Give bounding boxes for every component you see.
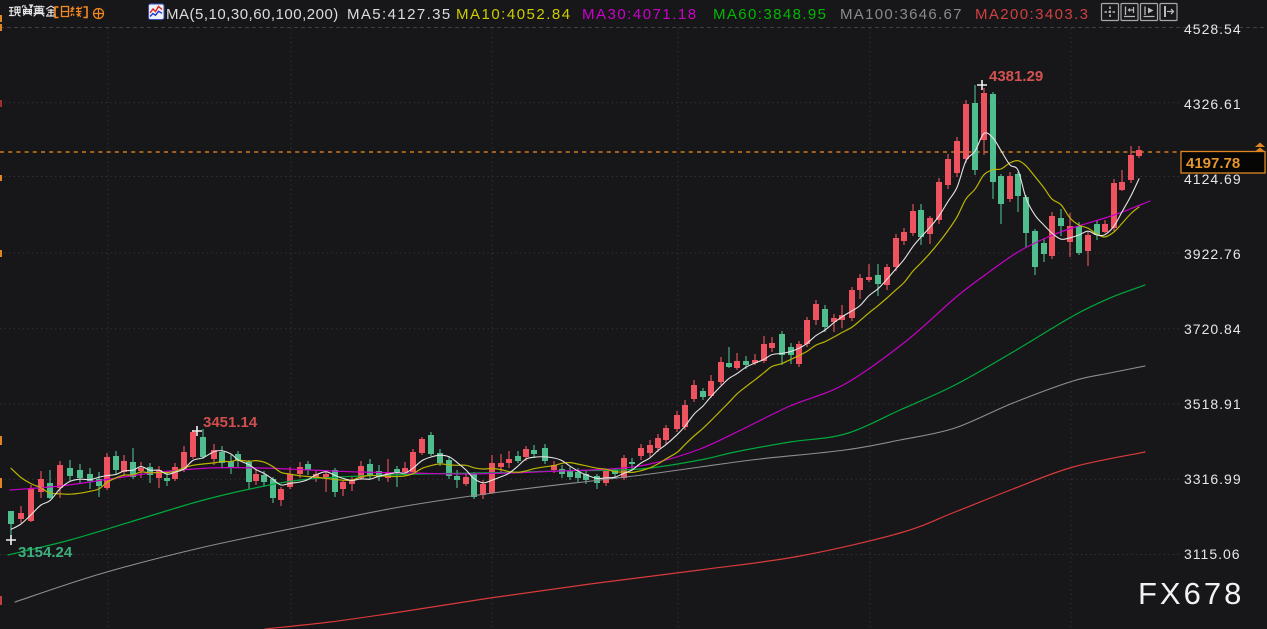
svg-text:4528.54: 4528.54 xyxy=(1184,21,1242,37)
svg-text:4326.61: 4326.61 xyxy=(1184,96,1242,112)
svg-text:3115.06: 3115.06 xyxy=(1184,546,1241,562)
svg-text:3922.76: 3922.76 xyxy=(1184,246,1242,262)
svg-text:MA10:4052.84: MA10:4052.84 xyxy=(456,6,572,23)
svg-text:MA100:3646.67: MA100:3646.67 xyxy=(840,6,963,23)
svg-text:MA(5,10,30,60,100,200): MA(5,10,30,60,100,200) xyxy=(166,6,339,23)
svg-text:3518.91: 3518.91 xyxy=(1184,396,1242,412)
svg-text:3451.14: 3451.14 xyxy=(203,414,258,431)
svg-text:MA5:4127.35: MA5:4127.35 xyxy=(347,6,452,23)
svg-text:MA30:4071.18: MA30:4071.18 xyxy=(582,6,698,23)
svg-text:MA200:3403.3: MA200:3403.3 xyxy=(975,6,1089,23)
svg-text:3316.99: 3316.99 xyxy=(1184,471,1242,487)
svg-text:3154.24: 3154.24 xyxy=(18,544,73,561)
svg-text:FX678: FX678 xyxy=(1138,576,1244,611)
svg-text:MA60:3848.95: MA60:3848.95 xyxy=(713,6,827,23)
svg-text:3720.84: 3720.84 xyxy=(1184,321,1242,337)
svg-text:4197.78: 4197.78 xyxy=(1186,155,1240,172)
svg-text:4124.69: 4124.69 xyxy=(1184,171,1242,187)
svg-text:4381.29: 4381.29 xyxy=(989,68,1043,85)
